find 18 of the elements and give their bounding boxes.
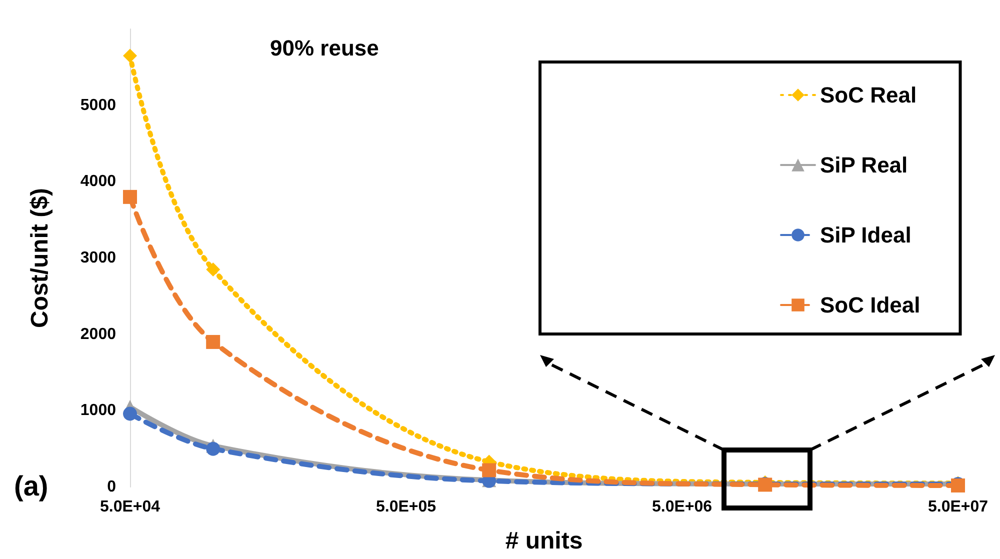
y-axis-title: Cost/unit ($) (26, 188, 54, 328)
x-tick-label: 5.0E+04 (100, 498, 160, 516)
legend-label: SiP Real (820, 152, 908, 178)
chart-title: 90% reuse (270, 36, 379, 60)
y-tick-label: 1000 (80, 402, 116, 420)
text: (a) (14, 470, 48, 502)
y-tick-label: 4000 (80, 173, 116, 190)
y-tick-label: 3000 (80, 250, 116, 266)
legend-label: SiP Ideal (820, 222, 912, 248)
legend-label: SoC Ideal (820, 292, 920, 318)
y-tick-label: 0 (107, 478, 116, 496)
x-tick-label: 5.0E+06 (652, 498, 712, 516)
x-tick-label: 5.0E+05 (376, 498, 436, 516)
x-axis-title: # units (505, 528, 583, 554)
y-tick-label: 2000 (80, 326, 116, 343)
legend-label: SoC Real (820, 82, 917, 108)
y-tick-label: 5000 (80, 96, 116, 114)
x-tick-label: 5.0E+07 (928, 498, 988, 516)
